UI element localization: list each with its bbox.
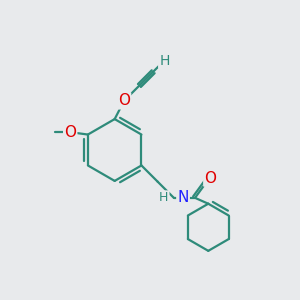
Text: H: H — [159, 191, 169, 204]
Text: H: H — [159, 54, 170, 68]
Text: O: O — [118, 93, 130, 108]
Text: O: O — [204, 171, 216, 186]
Text: O: O — [64, 125, 76, 140]
Text: N: N — [177, 190, 189, 205]
